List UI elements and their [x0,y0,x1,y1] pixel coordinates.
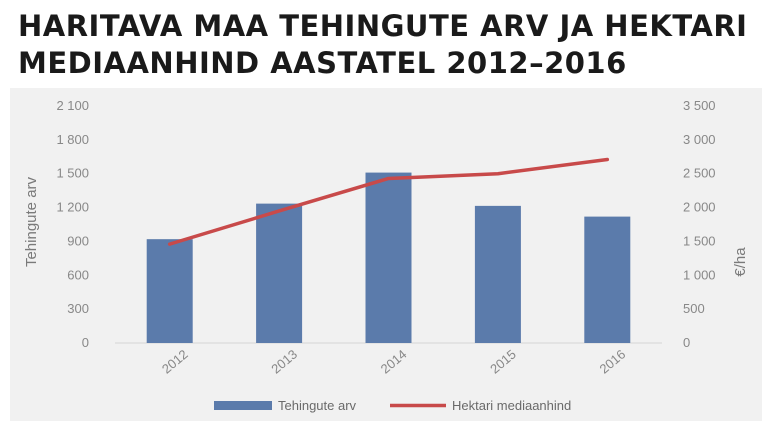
y-tick-label: 0 [82,335,89,350]
y2-tick-label: 1 500 [683,233,716,248]
x-axis-ticks: 2012 2013 2014 2015 2016 [159,347,628,377]
legend-line-label: Hektari mediaanhind [452,398,571,413]
legend-bar-swatch [214,401,272,410]
x-tick-label: 2015 [487,347,519,377]
y2-axis-label: €/ha [732,247,749,277]
left-axis-ticks: 0 300 600 900 1 200 1 500 1 800 2 100 [56,98,89,350]
x-tick-label: 2016 [597,347,629,377]
y-tick-label: 600 [67,267,89,282]
y2-tick-label: 3 000 [683,132,716,147]
y-tick-label: 1 200 [56,200,89,215]
bar [584,216,631,343]
legend-bar-label: Tehingute arv [278,398,357,413]
y2-tick-label: 1 000 [683,267,716,282]
y-tick-label: 300 [67,301,89,316]
bar [365,172,412,343]
x-tick-label: 2014 [378,347,410,377]
y-tick-label: 2 100 [56,98,89,113]
legend: Tehingute arv Hektari mediaanhind [214,398,571,413]
y2-tick-label: 2 000 [683,200,716,215]
bar [474,205,521,343]
x-tick-label: 2013 [268,347,300,377]
y-axis-label: Tehingute arv [23,176,40,267]
chart-title: HARITAVA MAA TEHINGUTE ARV JA HEKTARI ME… [18,9,748,80]
line-series [167,157,610,246]
y-tick-label: 1 500 [56,166,89,181]
bar [256,203,303,343]
y-tick-label: 900 [67,233,89,248]
y2-tick-label: 500 [683,301,705,316]
bar-series [146,172,631,343]
y-tick-label: 1 800 [56,132,89,147]
y2-tick-label: 0 [683,335,690,350]
y2-tick-label: 3 500 [683,98,716,113]
x-tick-label: 2012 [159,347,191,377]
y2-tick-label: 2 500 [683,166,716,181]
right-axis-ticks: 0 500 1 000 1 500 2 000 2 500 3 000 3 500 [683,98,716,350]
bar [146,239,193,343]
